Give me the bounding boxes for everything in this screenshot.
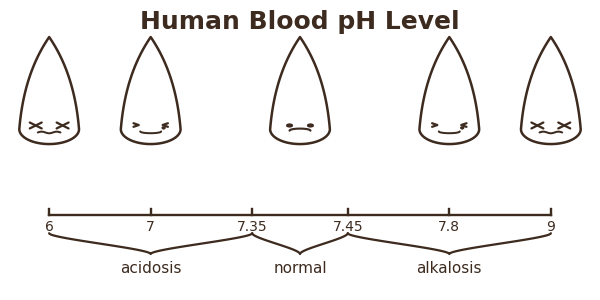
Text: normal: normal — [273, 262, 327, 277]
Text: Human Blood pH Level: Human Blood pH Level — [140, 10, 460, 34]
Text: 9: 9 — [547, 220, 555, 234]
Text: acidosis: acidosis — [120, 262, 181, 277]
Text: 6: 6 — [45, 220, 53, 234]
Text: alkalosis: alkalosis — [416, 262, 482, 277]
Polygon shape — [461, 128, 463, 129]
Polygon shape — [461, 127, 464, 129]
Text: 7: 7 — [146, 220, 155, 234]
Circle shape — [308, 124, 313, 127]
Text: 7.45: 7.45 — [332, 220, 363, 234]
Circle shape — [287, 124, 292, 127]
Polygon shape — [163, 128, 164, 129]
Text: 7.35: 7.35 — [237, 220, 268, 234]
Text: 7.8: 7.8 — [439, 220, 460, 234]
Polygon shape — [162, 127, 165, 129]
